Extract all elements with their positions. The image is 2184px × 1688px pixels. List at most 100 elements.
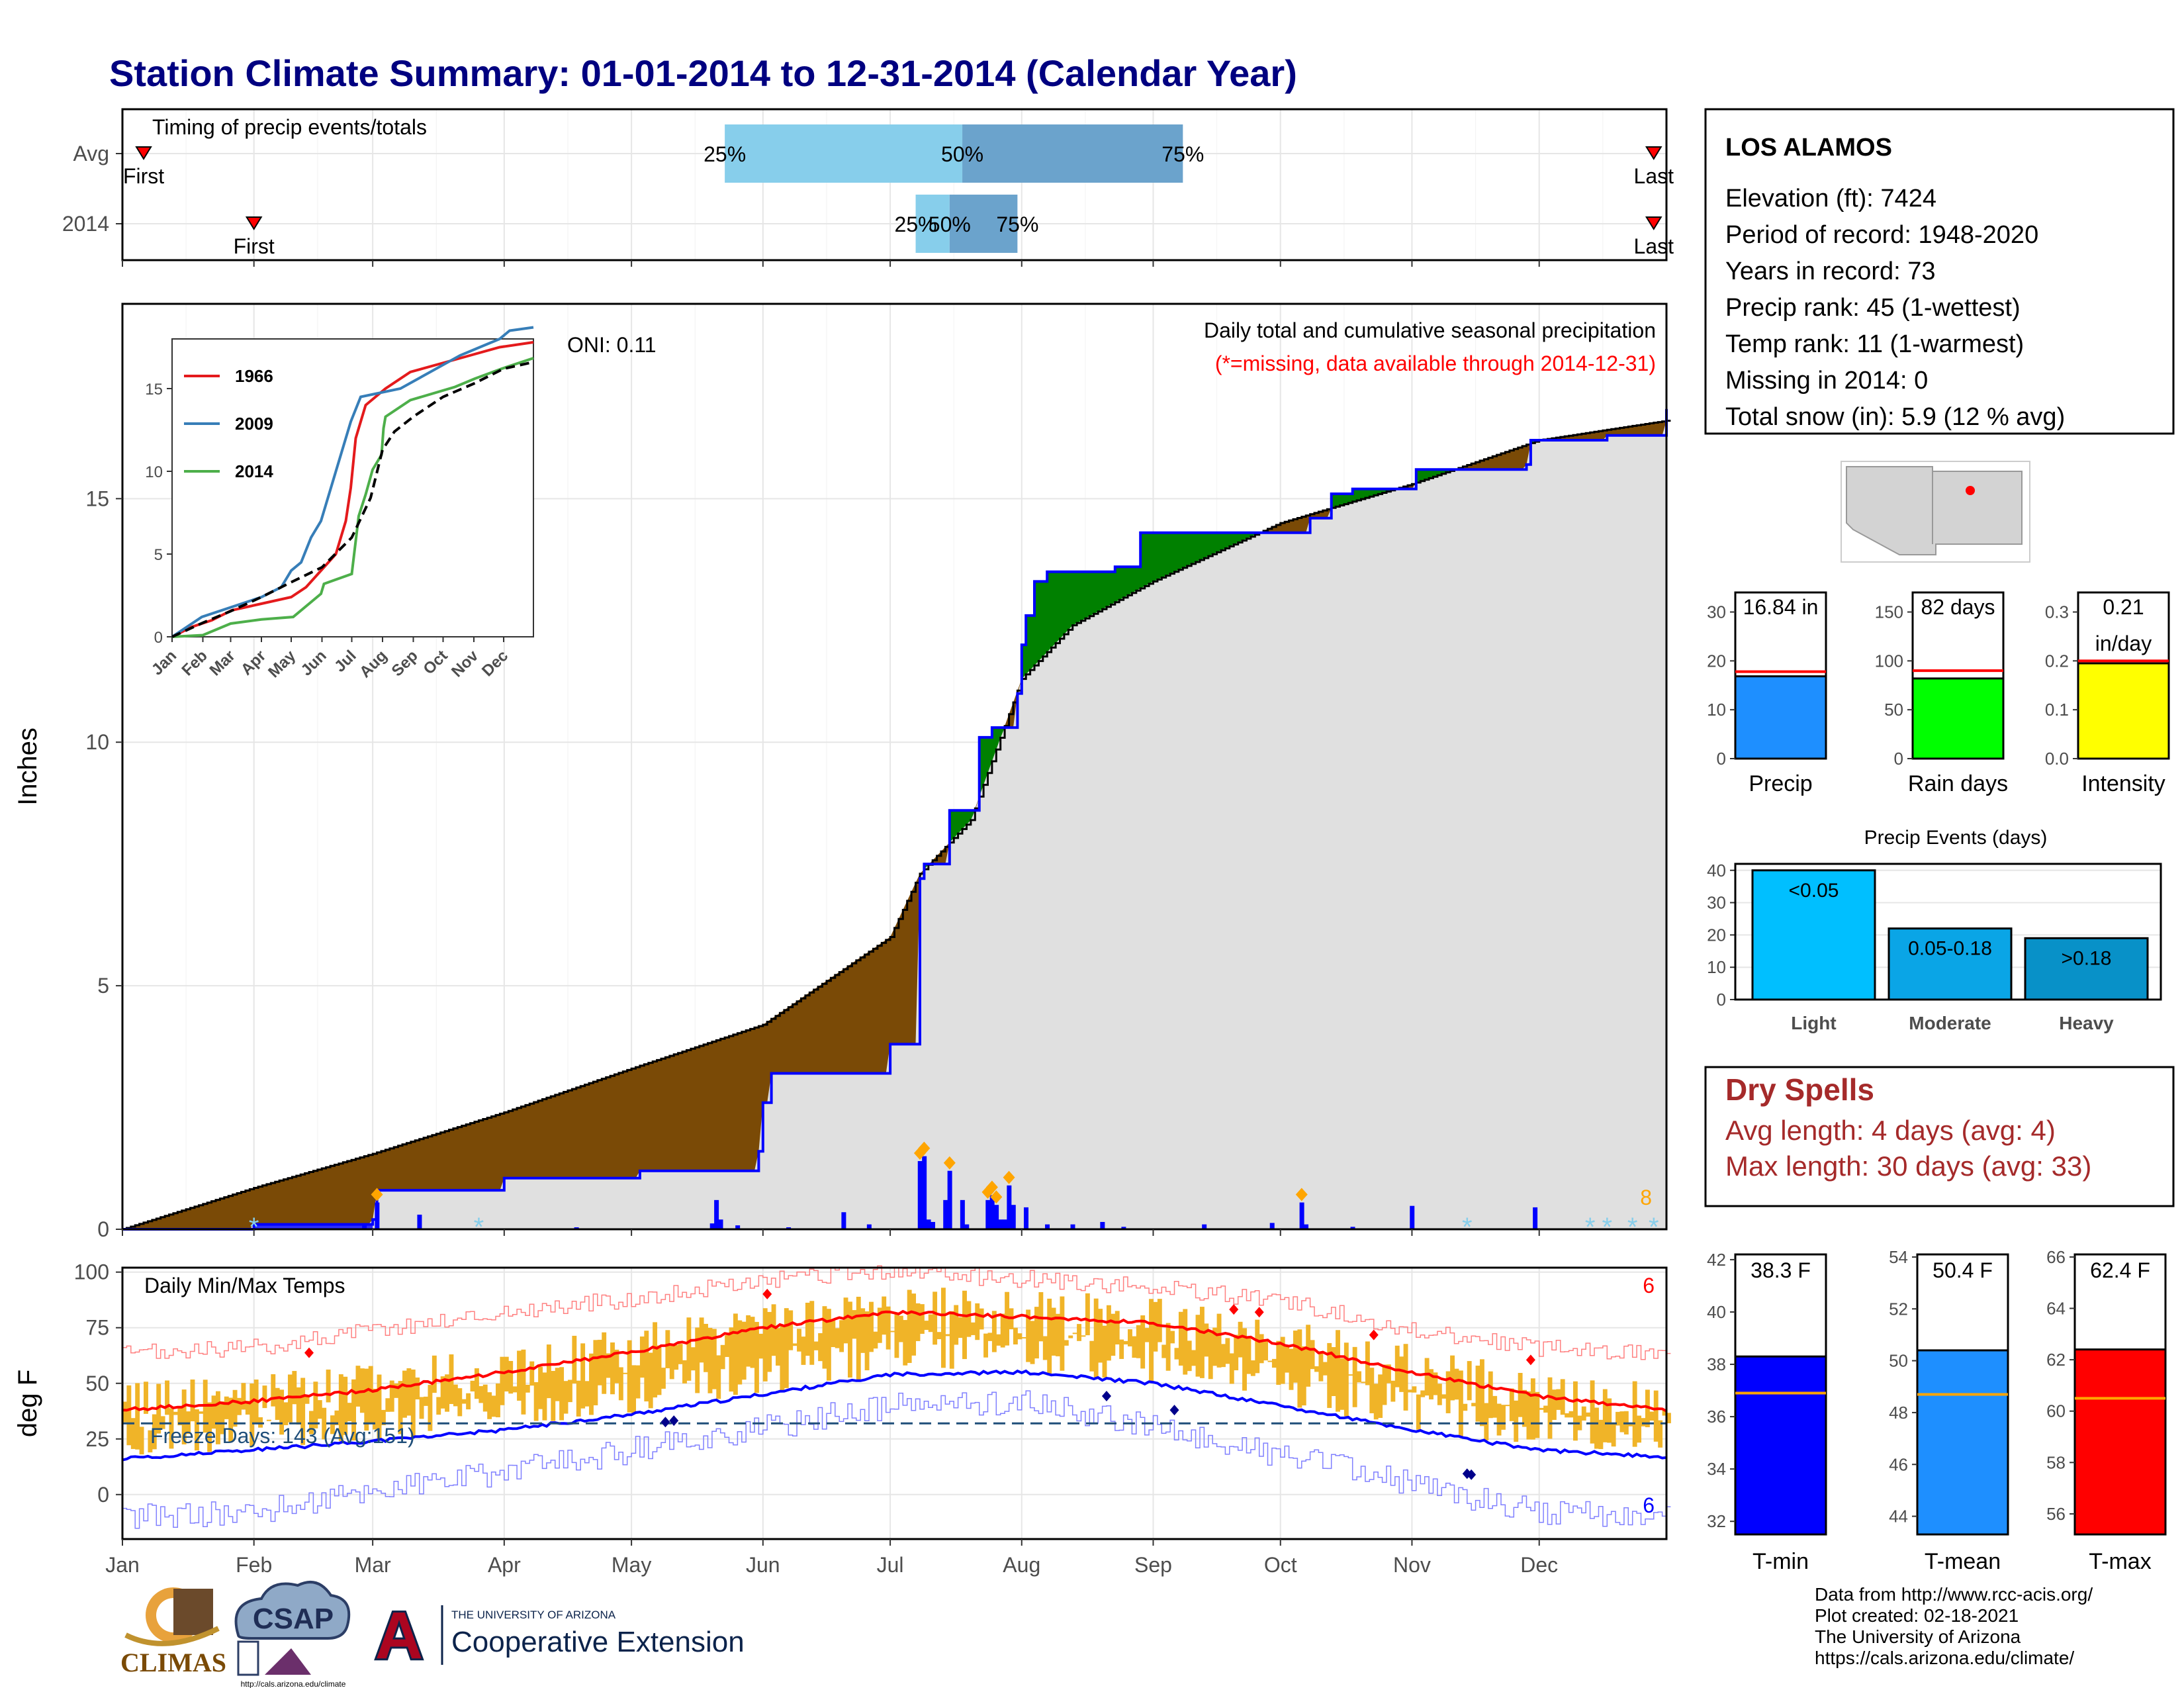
precip-events-category: Moderate: [1909, 1013, 1991, 1033]
daily-temp-bar: [653, 1322, 658, 1398]
daily-temp-bar: [292, 1371, 297, 1405]
ua-logo-main: Cooperative Extension: [451, 1626, 745, 1658]
daily-temp-bar: [864, 1311, 870, 1371]
inset-legend-label: 2009: [235, 414, 273, 434]
daily-precip-bar: [1304, 1224, 1309, 1229]
daily-temp-bar: [1327, 1342, 1332, 1408]
common-area: [122, 420, 1666, 1229]
precip-event-count: 8: [1640, 1186, 1652, 1209]
daily-temp-bar: [1183, 1309, 1188, 1375]
daily-temp-bar: [491, 1395, 496, 1417]
daily-temp-bar: [343, 1376, 348, 1435]
daily-temp-bar: [224, 1396, 229, 1419]
temp-summary-y-tick-label: 56: [2046, 1504, 2066, 1524]
month-tick-label: Mar: [355, 1553, 391, 1577]
daily-temp-bar: [788, 1310, 794, 1350]
daily-temp-bar: [877, 1307, 882, 1343]
daily-temp-bar: [1586, 1412, 1591, 1417]
precip-summary-y-tick-label: 0.2: [2045, 651, 2069, 671]
daily-temp-bar: [606, 1353, 611, 1378]
timing-marker-label: First: [123, 164, 164, 188]
daily-temp-bar: [1314, 1366, 1319, 1372]
daily-temp-bar: [1611, 1423, 1616, 1447]
daily-temp-bar: [784, 1308, 789, 1388]
daily-temp-bar: [1178, 1311, 1183, 1366]
daily-temp-bar: [347, 1403, 352, 1422]
daily-temp-bar: [1445, 1371, 1451, 1413]
daily-temp-bar: [678, 1344, 683, 1364]
month-tick-label: Dec: [1520, 1553, 1558, 1577]
daily-temp-bar: [1514, 1400, 1519, 1442]
temp-summary-bar: [1916, 1349, 2009, 1536]
missing-marker: *: [1649, 1213, 1659, 1242]
daily-temp-bar: [1382, 1364, 1387, 1405]
daily-temp-bar: [1501, 1405, 1506, 1430]
daily-temp-bar: [1479, 1359, 1484, 1427]
precip-summary-value-label: 82 days: [1921, 595, 1995, 619]
daily-temp-bar: [474, 1368, 479, 1399]
timing-title: Timing of precip events/totals: [152, 115, 427, 139]
station-detail-line: Missing in 2014: 0: [1725, 367, 1928, 395]
daily-temp-bar: [733, 1313, 738, 1395]
daily-temp-bar: [181, 1389, 187, 1445]
daily-temp-bar: [470, 1380, 475, 1391]
missing-marker: *: [1627, 1213, 1638, 1242]
daily-temp-bar: [440, 1376, 445, 1409]
mean-min-line: [122, 1369, 1667, 1462]
daily-temp-bar: [627, 1340, 632, 1413]
daily-temp-bar: [466, 1393, 471, 1410]
record-low-marker: [1467, 1469, 1477, 1480]
inset-series-line: [171, 357, 534, 638]
daily-temp-bar: [1102, 1325, 1107, 1378]
precip-summary-name: Rain days: [1908, 771, 2008, 796]
credit-line: Plot created: 02-18-2021: [1815, 1605, 2019, 1626]
daily-temp-bar: [1042, 1336, 1048, 1360]
daily-temp-bar: [275, 1387, 280, 1421]
daily-temp-bar: [741, 1321, 747, 1380]
daily-temp-bar: [746, 1315, 751, 1367]
daily-temp-bar: [903, 1320, 908, 1366]
temp-y-tick-label: 100: [74, 1260, 109, 1284]
daily-precip-bar: [998, 1219, 1003, 1229]
temp-summary-y-tick-label: 52: [1889, 1299, 1908, 1319]
month-tick-label: Sep: [1134, 1553, 1172, 1577]
temp-summary-y-tick-label: 36: [1707, 1407, 1726, 1427]
daily-temp-bar: [436, 1397, 441, 1415]
daily-temp-bar: [296, 1387, 301, 1425]
precip-summary-bar: [1734, 675, 1827, 760]
daily-temp-bar: [1526, 1391, 1531, 1440]
daily-temp-bar: [385, 1398, 390, 1412]
daily-temp-bar: [797, 1329, 801, 1352]
daily-temp-bar: [237, 1397, 242, 1415]
daily-temp-bar: [1238, 1321, 1243, 1358]
daily-temp-bar: [279, 1389, 285, 1435]
credit-line: The University of Arizona: [1815, 1626, 2021, 1647]
station-detail-line: Total snow (in): 5.9 (12 % avg): [1725, 403, 2065, 431]
timing-row-label: 2014: [62, 212, 109, 236]
record-low-marker: [669, 1415, 679, 1427]
month-tick-label: Aug: [1003, 1553, 1040, 1577]
daily-temp-bar: [500, 1356, 505, 1405]
daily-temp-bar: [991, 1311, 997, 1352]
daily-temp-bar: [1475, 1366, 1480, 1422]
daily-temp-bar: [1530, 1378, 1535, 1440]
daily-precip-bar: [1070, 1224, 1075, 1229]
daily-temp-bar: [1420, 1390, 1426, 1397]
timing-marker-label: First: [234, 234, 275, 258]
daily-temp-bar: [669, 1344, 674, 1380]
daily-temp-bar: [983, 1333, 988, 1358]
main-y-tick-label: 15: [85, 487, 109, 510]
month-tick-label: May: [612, 1553, 651, 1577]
daily-temp-bar: [886, 1306, 891, 1350]
daily-temp-bar: [199, 1411, 204, 1414]
daily-temp-bar: [338, 1374, 343, 1441]
daily-temp-bar: [377, 1374, 382, 1441]
daily-temp-bar: [144, 1382, 148, 1414]
record-high-marker: [1369, 1329, 1379, 1340]
daily-temp-bar: [135, 1383, 140, 1450]
precip-summary-bar: [1911, 677, 2005, 760]
daily-temp-bar: [919, 1304, 925, 1334]
daily-temp-bar: [1361, 1382, 1366, 1383]
daily-temp-bar: [551, 1370, 556, 1421]
daily-temp-bar: [419, 1397, 424, 1419]
